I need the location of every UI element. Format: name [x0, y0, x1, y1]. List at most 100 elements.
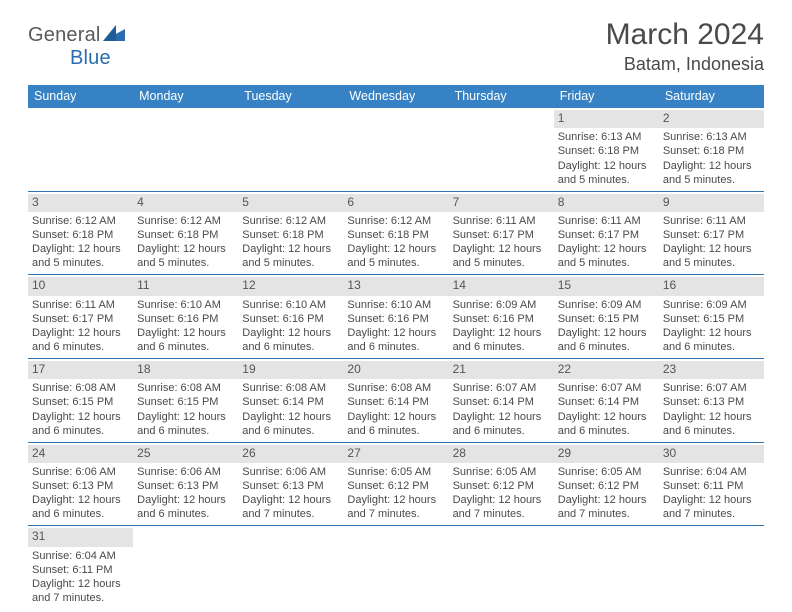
daylight1-text: Daylight: 12 hours — [242, 493, 339, 507]
sunset-text: Sunset: 6:11 PM — [663, 479, 760, 493]
sunrise-text: Sunrise: 6:12 AM — [137, 214, 234, 228]
sunrise-text: Sunrise: 6:08 AM — [137, 381, 234, 395]
daylight1-text: Daylight: 12 hours — [32, 410, 129, 424]
sunrise-text: Sunrise: 6:13 AM — [663, 130, 760, 144]
sunrise-text: Sunrise: 6:04 AM — [32, 549, 129, 563]
daylight1-text: Daylight: 12 hours — [453, 410, 550, 424]
empty-cell — [133, 108, 238, 191]
day-cell: 22Sunrise: 6:07 AMSunset: 6:14 PMDayligh… — [554, 359, 659, 442]
day-cell: 30Sunrise: 6:04 AMSunset: 6:11 PMDayligh… — [659, 443, 764, 526]
empty-cell — [449, 526, 554, 609]
daylight2-text: and 5 minutes. — [137, 256, 234, 270]
sail-icon — [103, 24, 125, 46]
sunset-text: Sunset: 6:13 PM — [663, 395, 760, 409]
daylight2-text: and 6 minutes. — [32, 507, 129, 521]
daylight1-text: Daylight: 12 hours — [663, 326, 760, 340]
day-number: 12 — [238, 277, 343, 295]
week-row: 1Sunrise: 6:13 AMSunset: 6:18 PMDaylight… — [28, 108, 764, 192]
daylight2-text: and 7 minutes. — [32, 591, 129, 605]
daylight2-text: and 6 minutes. — [32, 424, 129, 438]
location: Batam, Indonesia — [606, 54, 764, 75]
daylight2-text: and 5 minutes. — [558, 256, 655, 270]
daylight2-text: and 6 minutes. — [242, 340, 339, 354]
daylight1-text: Daylight: 12 hours — [32, 242, 129, 256]
daylight1-text: Daylight: 12 hours — [558, 242, 655, 256]
weekday-header: Saturday — [659, 85, 764, 108]
day-cell: 31Sunrise: 6:04 AMSunset: 6:11 PMDayligh… — [28, 526, 133, 609]
sunset-text: Sunset: 6:15 PM — [558, 312, 655, 326]
daylight1-text: Daylight: 12 hours — [663, 410, 760, 424]
daylight2-text: and 6 minutes. — [453, 340, 550, 354]
sunset-text: Sunset: 6:14 PM — [453, 395, 550, 409]
sunrise-text: Sunrise: 6:12 AM — [32, 214, 129, 228]
empty-cell — [659, 526, 764, 609]
sunset-text: Sunset: 6:18 PM — [558, 144, 655, 158]
daylight1-text: Daylight: 12 hours — [453, 326, 550, 340]
daylight1-text: Daylight: 12 hours — [558, 326, 655, 340]
sunrise-text: Sunrise: 6:10 AM — [347, 298, 444, 312]
month-title: March 2024 — [606, 18, 764, 52]
sunset-text: Sunset: 6:17 PM — [663, 228, 760, 242]
logo-text: GeneralBlue — [28, 24, 125, 70]
day-number: 27 — [343, 445, 448, 463]
sunset-text: Sunset: 6:18 PM — [32, 228, 129, 242]
sunrise-text: Sunrise: 6:13 AM — [558, 130, 655, 144]
sunrise-text: Sunrise: 6:12 AM — [347, 214, 444, 228]
day-cell: 21Sunrise: 6:07 AMSunset: 6:14 PMDayligh… — [449, 359, 554, 442]
weekday-header: Wednesday — [343, 85, 448, 108]
daylight2-text: and 5 minutes. — [32, 256, 129, 270]
daylight2-text: and 5 minutes. — [453, 256, 550, 270]
calendar-body: 1Sunrise: 6:13 AMSunset: 6:18 PMDaylight… — [28, 108, 764, 609]
daylight1-text: Daylight: 12 hours — [558, 159, 655, 173]
day-cell: 16Sunrise: 6:09 AMSunset: 6:15 PMDayligh… — [659, 275, 764, 358]
day-cell: 3Sunrise: 6:12 AMSunset: 6:18 PMDaylight… — [28, 192, 133, 275]
weekday-header: Monday — [133, 85, 238, 108]
week-row: 17Sunrise: 6:08 AMSunset: 6:15 PMDayligh… — [28, 359, 764, 443]
day-cell: 24Sunrise: 6:06 AMSunset: 6:13 PMDayligh… — [28, 443, 133, 526]
empty-cell — [554, 526, 659, 609]
empty-cell — [133, 526, 238, 609]
sunset-text: Sunset: 6:11 PM — [32, 563, 129, 577]
sunset-text: Sunset: 6:15 PM — [32, 395, 129, 409]
empty-cell — [28, 108, 133, 191]
sunset-text: Sunset: 6:16 PM — [242, 312, 339, 326]
sunrise-text: Sunrise: 6:05 AM — [453, 465, 550, 479]
daylight1-text: Daylight: 12 hours — [558, 493, 655, 507]
daylight2-text: and 6 minutes. — [663, 424, 760, 438]
daylight2-text: and 6 minutes. — [242, 424, 339, 438]
sunrise-text: Sunrise: 6:08 AM — [32, 381, 129, 395]
header: GeneralBlue March 2024 Batam, Indonesia — [28, 18, 764, 75]
sunset-text: Sunset: 6:13 PM — [32, 479, 129, 493]
daylight1-text: Daylight: 12 hours — [663, 159, 760, 173]
day-number: 29 — [554, 445, 659, 463]
daylight1-text: Daylight: 12 hours — [347, 493, 444, 507]
sunrise-text: Sunrise: 6:07 AM — [453, 381, 550, 395]
sunset-text: Sunset: 6:17 PM — [558, 228, 655, 242]
sunset-text: Sunset: 6:12 PM — [453, 479, 550, 493]
day-cell: 7Sunrise: 6:11 AMSunset: 6:17 PMDaylight… — [449, 192, 554, 275]
sunrise-text: Sunrise: 6:07 AM — [558, 381, 655, 395]
day-number: 22 — [554, 361, 659, 379]
day-number: 6 — [343, 194, 448, 212]
day-number: 19 — [238, 361, 343, 379]
day-number: 24 — [28, 445, 133, 463]
day-cell: 8Sunrise: 6:11 AMSunset: 6:17 PMDaylight… — [554, 192, 659, 275]
day-cell: 15Sunrise: 6:09 AMSunset: 6:15 PMDayligh… — [554, 275, 659, 358]
day-cell: 18Sunrise: 6:08 AMSunset: 6:15 PMDayligh… — [133, 359, 238, 442]
daylight2-text: and 5 minutes. — [558, 173, 655, 187]
logo-text-1: General — [28, 24, 101, 46]
sunrise-text: Sunrise: 6:10 AM — [137, 298, 234, 312]
sunrise-text: Sunrise: 6:04 AM — [663, 465, 760, 479]
weekday-header: Tuesday — [238, 85, 343, 108]
daylight2-text: and 6 minutes. — [453, 424, 550, 438]
daylight1-text: Daylight: 12 hours — [453, 242, 550, 256]
sunrise-text: Sunrise: 6:08 AM — [242, 381, 339, 395]
day-cell: 6Sunrise: 6:12 AMSunset: 6:18 PMDaylight… — [343, 192, 448, 275]
sunrise-text: Sunrise: 6:05 AM — [558, 465, 655, 479]
logo-text-2: Blue — [70, 47, 111, 69]
day-cell: 19Sunrise: 6:08 AMSunset: 6:14 PMDayligh… — [238, 359, 343, 442]
daylight1-text: Daylight: 12 hours — [347, 410, 444, 424]
day-number: 13 — [343, 277, 448, 295]
sunrise-text: Sunrise: 6:09 AM — [663, 298, 760, 312]
daylight1-text: Daylight: 12 hours — [663, 242, 760, 256]
